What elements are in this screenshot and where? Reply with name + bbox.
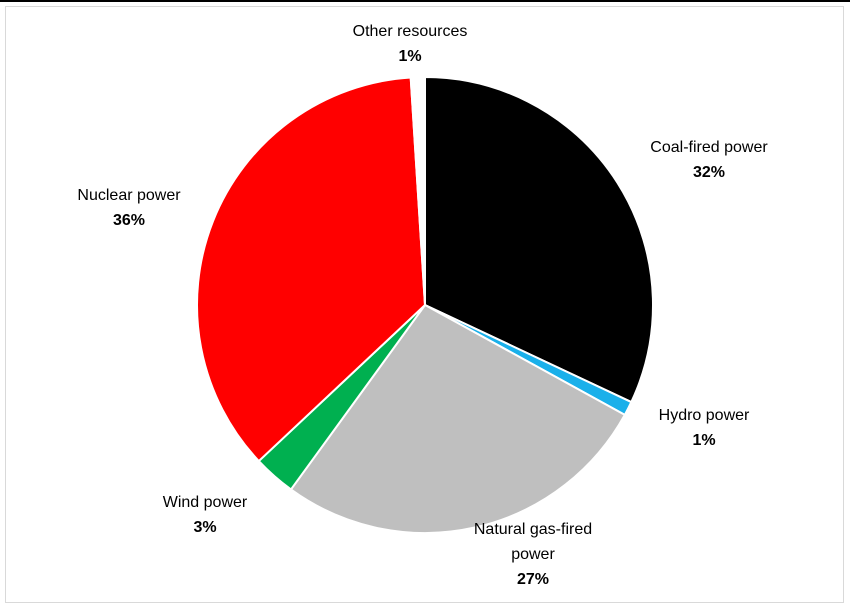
value-label-nuclear-power: 36%: [113, 212, 145, 229]
label-hydro-power: Hydro power 1%: [659, 407, 750, 449]
pie-labels: Coal-fired power 32% Hydro power 1% Natural …: [77, 23, 768, 588]
label-coal-fired-power: Coal-fired power 32%: [650, 139, 768, 181]
label-text-natural-gas-fired-power: power: [511, 546, 555, 563]
value-label-hydro-power: 1%: [692, 432, 715, 449]
slice-nuclear-power: [196, 76, 426, 463]
value-label-other-resources: 1%: [398, 48, 421, 65]
value-label-wind-power: 3%: [193, 519, 216, 536]
slice-other-resources: [409, 76, 426, 306]
value-label-coal-fired-power: 32%: [693, 164, 725, 181]
label-nuclear-power: Nuclear power 36%: [77, 187, 181, 229]
label-text-nuclear-power: Nuclear power: [77, 187, 181, 204]
top-rule: [0, 0, 850, 2]
label-text-other-resources: Other resources: [353, 23, 468, 40]
value-label-natural-gas-fired-power: 27%: [517, 571, 549, 588]
label-other-resources: Other resources 1%: [353, 23, 468, 65]
label-natural-gas-fired-power: Natural gas-fired power 27%: [474, 521, 592, 588]
pie-slices: [196, 76, 654, 534]
label-text-coal-fired-power: Coal-fired power: [650, 139, 768, 156]
label-text-hydro-power: Hydro power: [659, 407, 750, 424]
label-wind-power: Wind power 3%: [163, 494, 248, 536]
slice-coal-fired-power: [424, 76, 654, 404]
label-text-wind-power: Wind power: [163, 494, 248, 511]
label-text-natural-gas-fired-power: Natural gas-fired: [474, 521, 592, 538]
slice-natural-gas-fired-power: [289, 304, 626, 534]
